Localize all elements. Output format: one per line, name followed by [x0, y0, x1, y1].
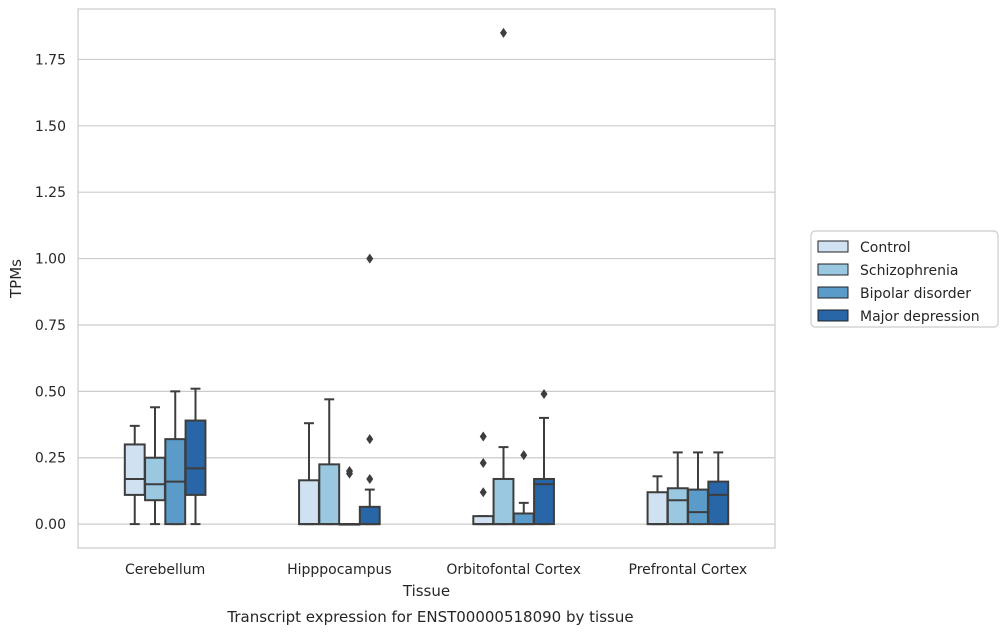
- box: [492, 477, 515, 526]
- box-group: [492, 27, 515, 526]
- box-group: [338, 466, 361, 526]
- y-tick-label: 0.50: [35, 384, 66, 400]
- box-group: [144, 406, 166, 526]
- box-group: [646, 475, 669, 526]
- x-axis-label: Tissue: [402, 582, 450, 600]
- outlier-point: [479, 487, 487, 498]
- box: [687, 488, 709, 526]
- y-axis-label: TPMs: [7, 259, 25, 299]
- box: [512, 512, 535, 526]
- outlier-point: [499, 27, 507, 38]
- box-group: [533, 389, 555, 526]
- box-group: [687, 451, 709, 526]
- box: [707, 480, 730, 526]
- series-schizophrenia: [144, 27, 689, 526]
- box-group: [472, 431, 495, 526]
- x-tick-label: Orbitofontal Cortex: [446, 562, 581, 578]
- legend-label: Bipolar disorder: [860, 286, 971, 302]
- x-tick-labels: Cerebellum Hipppocampus Orbitofontal Corte…: [125, 562, 747, 578]
- box-group: [358, 253, 381, 526]
- y-tick-label: 1.00: [35, 252, 66, 268]
- box: [666, 487, 689, 526]
- legend-label: Control: [860, 240, 911, 256]
- outlier-point: [540, 389, 548, 399]
- outlier-point: [366, 473, 374, 484]
- x-tick-label: Prefrontal Cortex: [629, 562, 748, 578]
- y-tick-labels: 0.00 0.25 0.50 0.75 1.00 1.25 1.50 1.75: [35, 52, 66, 533]
- box-group: [184, 387, 207, 526]
- y-tick-label: 0.00: [35, 517, 66, 533]
- y-tick-label: 1.75: [35, 52, 66, 68]
- x-tick-label: Cerebellum: [125, 562, 205, 578]
- legend-frame: [810, 230, 999, 328]
- y-tick-label: 0.25: [35, 451, 66, 467]
- box-group: [512, 450, 535, 526]
- x-tick-label: Hipppocampus: [287, 562, 392, 578]
- box: [318, 463, 341, 526]
- box: [646, 491, 669, 526]
- box: [472, 515, 495, 526]
- box: [298, 479, 320, 526]
- y-tick-label: 0.75: [35, 318, 66, 334]
- box-group: [123, 424, 146, 526]
- plot-frame: [77, 8, 776, 549]
- box: [144, 456, 166, 502]
- legend: Control Schizophrenia Bipolar disorder Majo…: [810, 230, 999, 328]
- legend-swatch: [817, 309, 849, 322]
- legend-swatch: [817, 286, 849, 299]
- box-series: [123, 27, 730, 526]
- box: [533, 477, 555, 526]
- box: [123, 443, 146, 496]
- box-group: [666, 451, 689, 526]
- outlier-point: [366, 434, 374, 445]
- outlier-point: [479, 431, 487, 442]
- box: [184, 419, 207, 496]
- box-group: [318, 398, 341, 526]
- box: [358, 505, 381, 526]
- box-group: [298, 422, 320, 526]
- outlier-point: [520, 450, 528, 461]
- y-tick-label: 1.25: [35, 185, 66, 201]
- legend-label: Major depression: [860, 309, 980, 325]
- y-tick-label: 1.50: [35, 119, 66, 135]
- legend-label: Schizophrenia: [860, 263, 958, 279]
- series-major-depression: [184, 253, 730, 526]
- legend-swatch: [817, 263, 849, 276]
- legend-swatch: [817, 240, 849, 253]
- outlier-point: [366, 253, 374, 264]
- outlier-point: [479, 458, 487, 469]
- box-group: [164, 390, 187, 526]
- outlier-point: [346, 466, 354, 476]
- chart-caption: Transcript expression for ENST0000051809…: [226, 608, 633, 626]
- box-group: [707, 451, 730, 526]
